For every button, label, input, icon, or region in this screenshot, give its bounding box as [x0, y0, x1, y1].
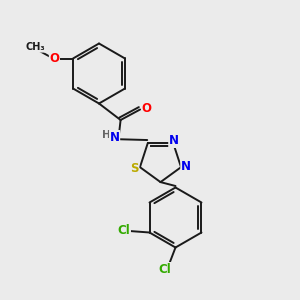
- Text: O: O: [50, 52, 59, 65]
- Text: S: S: [130, 162, 139, 175]
- Text: N: N: [110, 130, 120, 144]
- Text: N: N: [169, 134, 179, 147]
- Text: N: N: [181, 160, 191, 173]
- Text: Cl: Cl: [159, 262, 171, 276]
- Text: H: H: [102, 130, 111, 140]
- Text: Cl: Cl: [118, 224, 130, 238]
- Text: CH₃: CH₃: [25, 42, 45, 52]
- Text: O: O: [142, 102, 152, 115]
